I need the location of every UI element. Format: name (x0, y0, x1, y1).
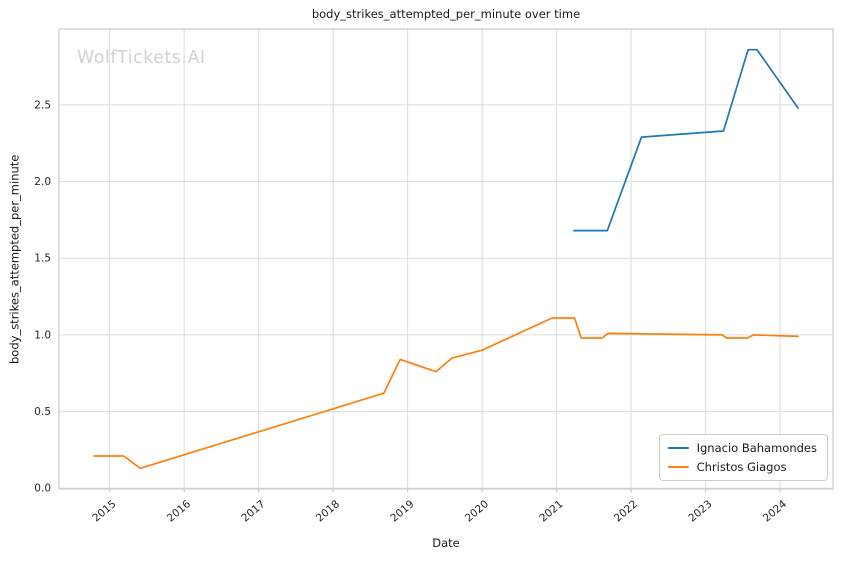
series-line-ignacio-bahamondes (572, 48, 799, 232)
x-tick-label: 2020 (463, 498, 491, 524)
x-tick-label: 2019 (388, 498, 416, 524)
series-line-christos-giagos (93, 317, 799, 470)
x-tick-label: 2015 (90, 498, 118, 524)
y-tick-label: 2.0 (34, 176, 51, 188)
y-tick-label: 1.5 (34, 253, 51, 265)
x-tick-label: 2024 (761, 498, 789, 525)
x-tick-label: 2017 (239, 498, 267, 524)
legend-line-swatch-orange (667, 465, 689, 469)
legend-label: Christos Giagos (696, 460, 787, 474)
y-tick-label: 2.5 (34, 99, 51, 111)
watermark: WolfTickets.AI (77, 48, 206, 68)
y-tick-label: 0.0 (34, 483, 51, 495)
chart-title: body_strikes_attempted_per_minute over t… (311, 7, 581, 21)
y-axis-label: body_strikes_attempted_per_minute (7, 154, 22, 364)
x-axis-label: Date (432, 536, 460, 550)
legend: Ignacio Bahamondes Christos Giagos (658, 434, 828, 481)
x-tick-label: 2023 (686, 498, 714, 524)
x-tick-label: 2018 (314, 498, 342, 524)
legend-label: Ignacio Bahamondes (696, 441, 817, 455)
legend-item: Christos Giagos (667, 459, 817, 475)
legend-line-swatch-blue (667, 446, 689, 450)
y-tick-label: 1.0 (34, 329, 51, 341)
axes-border (58, 28, 834, 490)
y-tick-label: 0.5 (34, 406, 51, 418)
legend-item: Ignacio Bahamondes (667, 440, 817, 456)
x-tick-label: 2022 (612, 498, 640, 524)
x-tick-label: 2021 (537, 498, 565, 524)
x-tick-label: 2016 (165, 498, 193, 525)
